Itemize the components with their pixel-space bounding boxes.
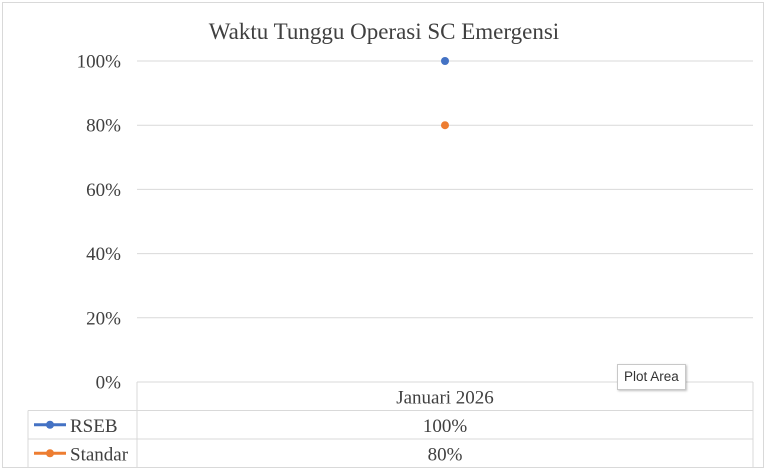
- y-tick-label: 40%: [86, 244, 121, 265]
- gridlines: [137, 60, 753, 319]
- legend-label-standar: Standar: [70, 444, 129, 465]
- y-tick-label: 20%: [86, 308, 121, 329]
- chart-frame: [2, 2, 764, 468]
- legend-label-rseb: RSEB: [70, 416, 118, 437]
- chart-title: Waktu Tunggu Operasi SC Emergensi: [209, 19, 559, 44]
- data-table: Januari 2026 RSEB 100% Standar 80%: [27, 381, 754, 468]
- point-standar: [441, 121, 449, 130]
- y-tick-label: 80%: [86, 116, 121, 137]
- y-tick-label: 60%: [86, 180, 121, 201]
- y-tick-label: 0%: [96, 373, 122, 394]
- table-value-rseb: 100%: [423, 416, 468, 437]
- series-points: [441, 57, 449, 130]
- category-label: Januari 2026: [396, 387, 494, 408]
- legend-marker-rseb: [46, 420, 54, 429]
- point-rseb: [441, 57, 449, 65]
- y-axis-ticks: 0% 20% 40% 60% 80% 100%: [77, 52, 122, 394]
- y-tick-label: 100%: [77, 52, 122, 73]
- table-value-standar: 80%: [428, 444, 463, 465]
- legend-marker-standar: [46, 449, 54, 458]
- plot-area-tooltip: Plot Area: [617, 364, 686, 390]
